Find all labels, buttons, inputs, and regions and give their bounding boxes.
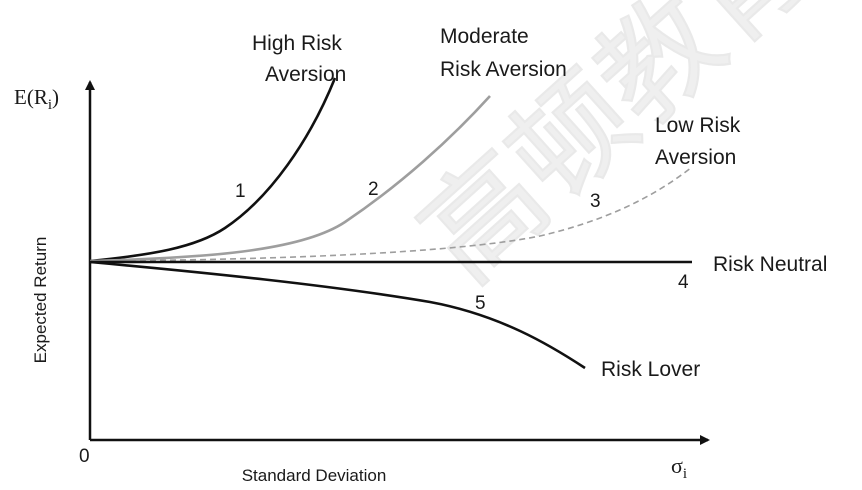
curve-5-risk-lover bbox=[89, 260, 586, 370]
curve-1-label: High Risk Aversion bbox=[252, 32, 348, 86]
curve-2-number: 2 bbox=[368, 179, 379, 200]
curve-3-label-line-2: Aversion bbox=[655, 146, 736, 169]
curve-4-label: Risk Neutral bbox=[713, 253, 827, 276]
x-axis-label: Standard Deviation bbox=[242, 466, 387, 485]
curve-4-number: 4 bbox=[678, 272, 689, 293]
curve-3-label-line-1: Low Risk bbox=[655, 114, 741, 137]
curve-2-label-line-1: Moderate bbox=[440, 25, 529, 48]
x-axis-symbol: σi bbox=[671, 453, 687, 482]
curve-2-label-line-2: Risk Aversion bbox=[440, 58, 567, 81]
curve-2-label: Moderate Risk Aversion bbox=[440, 25, 567, 81]
curve-2-moderate-risk-aversion bbox=[89, 95, 491, 263]
curve-1-label-line-2: Aversion bbox=[265, 63, 346, 86]
curve-3-number: 3 bbox=[590, 191, 601, 212]
x-axis-symbol-subscript: i bbox=[683, 466, 687, 482]
y-axis-label: Expected Return bbox=[31, 237, 50, 364]
y-axis-symbol-close: ) bbox=[52, 85, 59, 109]
origin-label: 0 bbox=[79, 446, 90, 467]
curve-5-label: Risk Lover bbox=[601, 358, 700, 381]
curve-1-number: 1 bbox=[235, 181, 246, 202]
curve-1-label-line-1: High Risk bbox=[252, 32, 342, 55]
curve-5-number: 5 bbox=[475, 293, 486, 314]
curve-3-label: Low Risk Aversion bbox=[655, 114, 746, 169]
y-axis-symbol: E(Ri) bbox=[14, 85, 59, 113]
y-axis-symbol-main: E(R bbox=[14, 85, 48, 109]
y-axis-symbol-subscript: i bbox=[48, 97, 52, 113]
x-axis-symbol-main: σ bbox=[671, 453, 683, 478]
curve-1-high-risk-aversion bbox=[89, 77, 337, 263]
curve-3-low-risk-aversion bbox=[89, 166, 693, 262]
